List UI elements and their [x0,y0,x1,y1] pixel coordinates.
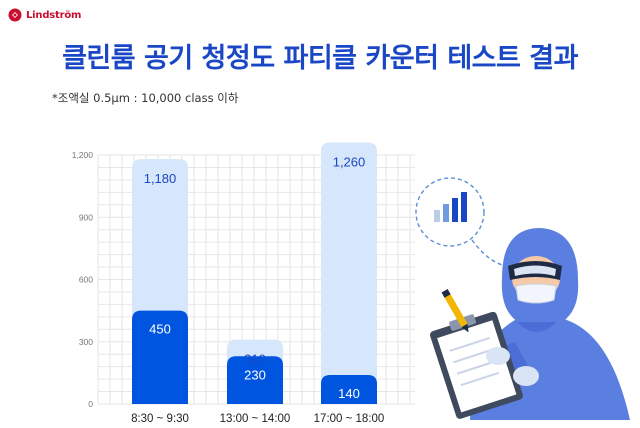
bar-measured [321,374,377,404]
page-title: 클린룸 공기 청정도 파티클 카운터 테스트 결과 [62,43,578,74]
y-tick-label: 1,200 [72,150,94,160]
bar-measured-label: 140 [338,386,360,401]
y-tick-label: 300 [79,337,93,347]
y-tick-label: 900 [79,212,93,222]
x-tick-label: 17:00 ~ 18:00 [314,413,385,425]
brand-logo-icon [8,8,22,22]
bar-measured [132,310,188,404]
bar-measured-label: 450 [149,322,171,337]
bar-measured-label: 230 [244,367,266,382]
bar-total-label: 310 [244,352,266,367]
brand-logo: Lindström [8,8,81,22]
x-tick-label: 8:30 ~ 9:30 [131,413,189,425]
chart-note: *조액실 0.5μm : 10,000 class 이하 [52,91,239,105]
brand-name: Lindström [26,9,82,21]
x-tick-label: 13:00 ~ 14:00 [220,413,291,425]
bar-total-label: 1,180 [144,171,177,186]
x-axis-ticks: 8:30 ~ 9:30 13:00 ~ 14:00 17:00 ~ 18:00 [131,413,384,425]
y-tick-label: 0 [88,399,93,409]
bar-measured [227,356,283,404]
bar-total [321,142,377,405]
bar-total-label: 1,260 [333,155,366,170]
y-tick-label: 600 [79,275,93,285]
thought-bubble [415,177,485,247]
y-axis-ticks: 0 300 600 900 1,200 [72,150,94,409]
bar-chart-icon [434,192,467,222]
scientist-with-clipboard-icon [415,177,630,420]
